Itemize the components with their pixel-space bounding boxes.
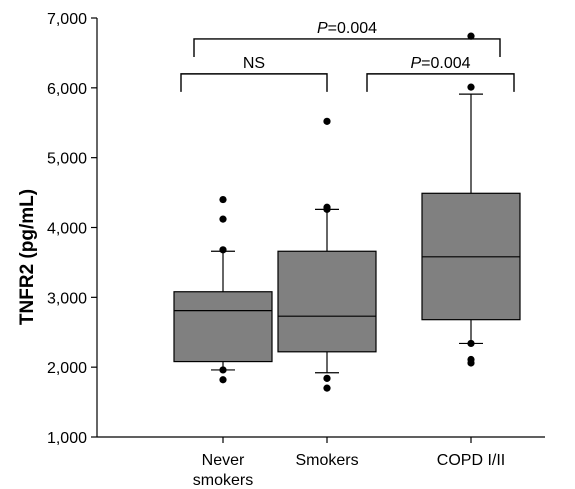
x-tick-label: smokers xyxy=(193,472,253,489)
x-tick-label: Smokers xyxy=(295,452,358,469)
bracket-line xyxy=(180,73,328,92)
significance-value: NS xyxy=(243,55,265,72)
y-axis-title: TNFR2 (pg/mL) xyxy=(17,189,38,325)
outlier-point xyxy=(323,384,331,392)
significance-bracket: P=0.004 xyxy=(366,55,515,92)
outlier-point xyxy=(467,83,475,91)
significance-value: =0.004 xyxy=(328,20,377,37)
significance-bracket: NS xyxy=(180,55,328,92)
outlier-point xyxy=(219,195,227,204)
significance-bracket: P=0.004 xyxy=(193,20,501,57)
outlier-point xyxy=(219,215,227,223)
outlier-point xyxy=(323,374,331,382)
y-tick-label: 6,000 xyxy=(47,81,87,98)
y-tick-label: 3,000 xyxy=(47,290,87,307)
significance-value: =0.004 xyxy=(421,55,470,72)
outlier-point xyxy=(467,355,475,364)
x-tick-label: COPD I/II xyxy=(437,452,505,469)
box-group xyxy=(421,32,521,367)
p-symbol: P xyxy=(317,20,328,37)
significance-label: NS xyxy=(243,55,265,72)
y-tick-label: 7,000 xyxy=(47,11,87,28)
outlier-point xyxy=(467,32,475,40)
p-symbol: P xyxy=(410,55,421,72)
y-tick-label: 1,000 xyxy=(47,430,87,447)
box-group xyxy=(173,195,273,384)
significance-label: P=0.004 xyxy=(317,20,377,37)
bracket-line xyxy=(366,73,515,92)
outlier-point xyxy=(323,203,331,211)
y-tick-label: 4,000 xyxy=(47,221,87,238)
outlier-point xyxy=(323,117,331,125)
outlier-point xyxy=(467,339,475,348)
box-group xyxy=(277,117,377,392)
y-tick-label: 5,000 xyxy=(47,151,87,168)
bracket-line xyxy=(193,38,501,57)
outlier-point xyxy=(219,246,227,254)
x-tick-label: Never xyxy=(202,452,245,469)
outlier-point xyxy=(219,366,227,374)
y-tick-label: 2,000 xyxy=(47,360,87,377)
significance-label: P=0.004 xyxy=(410,55,470,72)
box-iqr xyxy=(173,291,273,363)
outlier-point xyxy=(219,376,227,384)
box-iqr xyxy=(277,250,377,353)
